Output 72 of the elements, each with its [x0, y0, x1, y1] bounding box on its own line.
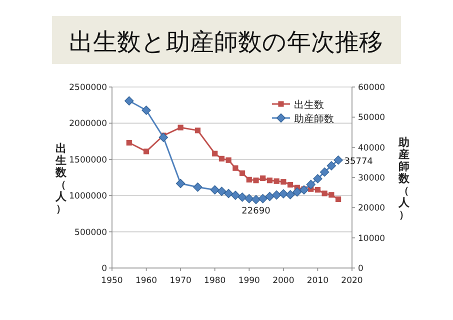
point	[292, 187, 302, 197]
point	[193, 182, 202, 192]
point	[224, 188, 234, 198]
point	[158, 132, 168, 142]
data-label: 35774	[344, 157, 374, 168]
point	[328, 192, 334, 198]
y-tick-label: 2000000	[69, 119, 107, 130]
point	[142, 106, 151, 115]
x-tick-label: 1950	[101, 276, 123, 286]
x-tick-label: 1980	[204, 276, 226, 286]
point	[299, 185, 309, 194]
y-axis-title: 出生数（人）	[54, 142, 68, 215]
point	[334, 155, 343, 165]
y-tick-label: 1000000	[69, 192, 107, 202]
point	[126, 140, 132, 146]
point	[286, 190, 295, 200]
point	[260, 175, 266, 182]
x-tick-label: 2020	[341, 276, 363, 286]
chart-title: 出生数と助産師数の年次推移	[69, 28, 383, 56]
point	[194, 128, 201, 134]
point	[272, 190, 282, 200]
point	[232, 165, 238, 171]
y2-tick-label: 50000	[358, 113, 386, 124]
y2-tick-label: 10000	[358, 234, 386, 244]
y2-tick-label: 20000	[358, 204, 386, 214]
point	[287, 182, 294, 188]
data-label: 22690	[242, 206, 271, 217]
point	[314, 187, 321, 193]
x-tick-label: 1970	[170, 276, 192, 286]
point	[178, 124, 184, 130]
point	[143, 148, 150, 154]
x-tick-label: 2000	[272, 276, 294, 286]
point	[253, 178, 259, 184]
point	[246, 176, 252, 182]
point	[176, 178, 186, 188]
y-tick-label: 2500000	[69, 83, 107, 93]
x-tick-label: 1990	[238, 276, 260, 286]
point	[226, 157, 232, 163]
y2-tick-label: 60000	[358, 83, 386, 93]
point	[266, 178, 273, 184]
point	[306, 180, 316, 190]
point	[280, 179, 286, 185]
point	[320, 167, 330, 177]
point	[238, 192, 247, 202]
point	[265, 192, 274, 202]
point	[212, 150, 218, 156]
point	[230, 190, 240, 200]
y2-axis-title: 助産師数（人）	[398, 136, 410, 221]
point	[239, 170, 246, 176]
point	[322, 190, 328, 196]
point	[218, 156, 225, 162]
x-tick-label: 2010	[306, 276, 329, 286]
legend-label: 助産師数	[294, 113, 334, 125]
y2-tick-label: 30000	[358, 174, 386, 184]
point	[313, 174, 322, 184]
point	[326, 161, 336, 170]
point	[335, 196, 342, 202]
y2-tick-label: 0	[358, 264, 364, 274]
legend-label: 出生数	[294, 99, 324, 111]
point	[244, 194, 254, 204]
point	[274, 178, 280, 184]
y2-tick-label: 40000	[358, 143, 386, 154]
point	[251, 194, 261, 204]
y-tick-label: 1500000	[69, 155, 107, 166]
point	[217, 186, 226, 196]
y-tick-label: 500000	[74, 228, 107, 238]
y-tick-label: 0	[102, 264, 107, 274]
point	[278, 189, 288, 198]
point	[210, 185, 220, 194]
point	[258, 194, 268, 204]
x-tick-label: 1960	[135, 276, 158, 286]
point	[124, 96, 134, 106]
